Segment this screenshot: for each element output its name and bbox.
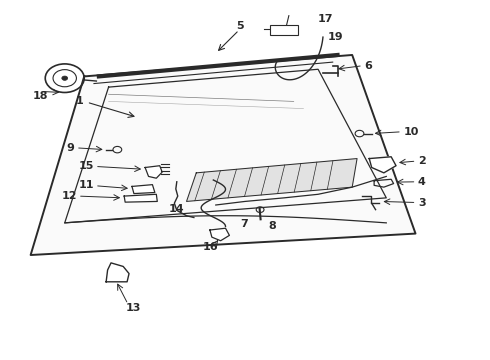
Polygon shape [369, 157, 396, 173]
Text: 7: 7 [240, 219, 248, 229]
Circle shape [62, 76, 68, 80]
FancyBboxPatch shape [270, 24, 297, 35]
Text: 4: 4 [418, 177, 426, 187]
Text: 3: 3 [418, 198, 426, 207]
Polygon shape [106, 263, 129, 282]
Text: 2: 2 [418, 156, 426, 166]
Text: 9: 9 [67, 143, 74, 153]
Polygon shape [124, 194, 157, 202]
Text: 18: 18 [33, 91, 48, 101]
Text: 15: 15 [78, 161, 94, 171]
Text: 14: 14 [169, 204, 185, 214]
Polygon shape [30, 55, 416, 255]
Text: 16: 16 [203, 242, 219, 252]
Text: 17: 17 [318, 14, 334, 24]
Text: 5: 5 [236, 21, 244, 31]
Text: 11: 11 [78, 180, 94, 190]
Text: 12: 12 [61, 191, 77, 201]
Polygon shape [187, 158, 357, 202]
Polygon shape [145, 166, 162, 178]
Text: 6: 6 [365, 61, 372, 71]
Text: 19: 19 [328, 32, 343, 42]
Text: 10: 10 [403, 127, 419, 137]
Polygon shape [132, 185, 155, 194]
Text: 8: 8 [269, 221, 276, 231]
Text: 13: 13 [125, 303, 141, 313]
Text: 1: 1 [75, 96, 83, 107]
Polygon shape [210, 228, 229, 241]
